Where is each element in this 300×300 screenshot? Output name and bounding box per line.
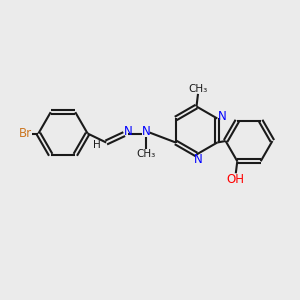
Text: Br: Br [19,127,32,140]
Text: H: H [93,140,101,150]
Text: CH₃: CH₃ [136,149,155,160]
Text: CH₃: CH₃ [188,83,208,94]
Text: N: N [123,124,132,138]
Text: N: N [218,110,226,124]
Text: OH: OH [227,173,245,186]
Text: N: N [141,124,150,138]
Text: N: N [194,153,202,167]
